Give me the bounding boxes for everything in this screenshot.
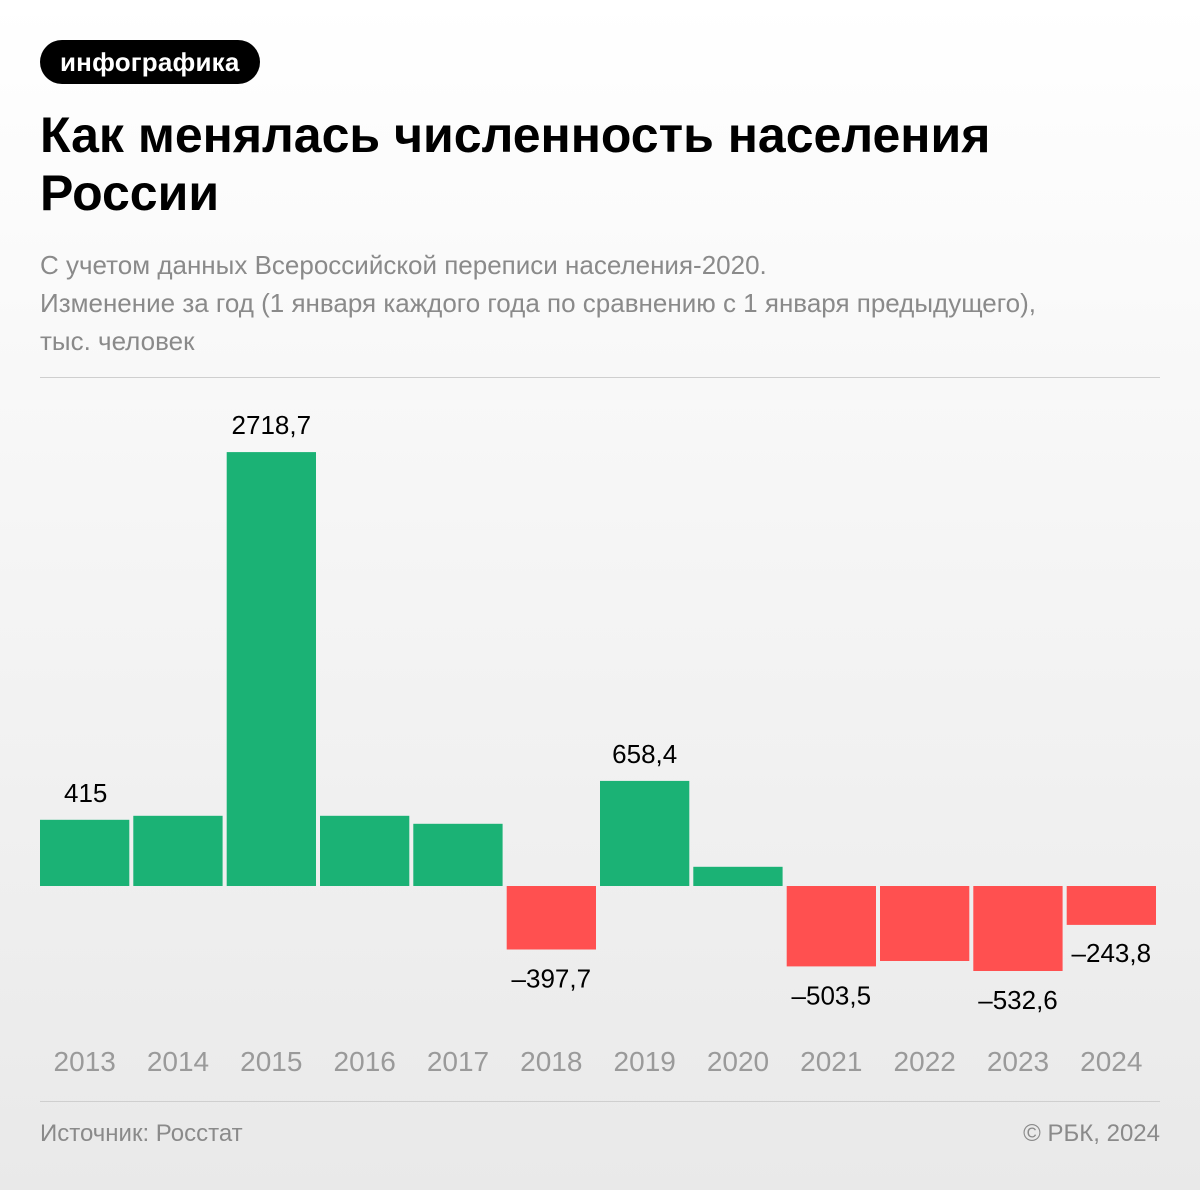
- infographic-badge: инфографика: [40, 40, 260, 84]
- x-tick-2021: 2021: [800, 1046, 862, 1077]
- data-label-2023: –532,6: [978, 985, 1058, 1015]
- bar-2017: [413, 823, 503, 886]
- subtitle-line-2: Изменение за год (1 января каждого года …: [40, 288, 1037, 318]
- data-label-2015: 2718,7: [232, 410, 312, 440]
- data-label-2021: –503,5: [792, 980, 872, 1010]
- top-divider: [40, 377, 1160, 378]
- source-note: Источник: Росстат: [40, 1120, 243, 1147]
- bar-chart: 415 2013 2014 2718,7 2015 2016 2017 –397,7 2018 6…: [40, 410, 1156, 1077]
- x-tick-2013: 2013: [54, 1046, 116, 1077]
- bar-2023: [973, 886, 1063, 971]
- bar-2013: [40, 819, 130, 886]
- data-label-2024: –243,8: [1072, 938, 1152, 968]
- x-tick-2019: 2019: [614, 1046, 676, 1077]
- bottom-divider: [40, 1101, 1160, 1102]
- x-tick-2015: 2015: [240, 1046, 302, 1077]
- x-tick-2023: 2023: [987, 1046, 1049, 1077]
- bar-2024: [1066, 886, 1156, 925]
- bar-2021: [786, 886, 876, 967]
- data-label-2019: 658,4: [612, 739, 677, 769]
- data-label-2013: 415: [64, 778, 107, 808]
- x-tick-2016: 2016: [334, 1046, 396, 1077]
- bar-2022: [880, 886, 970, 961]
- bar-2014: [133, 815, 223, 886]
- bar-2020: [693, 866, 783, 886]
- chart-title: Как менялась численность населения Росси…: [40, 107, 991, 221]
- x-tick-2024: 2024: [1080, 1046, 1142, 1077]
- x-tick-2014: 2014: [147, 1046, 209, 1077]
- bar-2016: [320, 815, 410, 886]
- bar-2019: [600, 780, 690, 886]
- subtitle-line-1: С учетом данных Всероссийской переписи н…: [40, 250, 767, 280]
- x-tick-2020: 2020: [707, 1046, 769, 1077]
- x-tick-2018: 2018: [520, 1046, 582, 1077]
- x-tick-2022: 2022: [894, 1046, 956, 1077]
- subtitle-line-3: тыс. человек: [40, 326, 195, 356]
- bar-2015: [226, 452, 316, 886]
- x-tick-2017: 2017: [427, 1046, 489, 1077]
- chart-subtitle: С учетом данных Всероссийской переписи н…: [40, 246, 1170, 360]
- bar-2018: [506, 886, 596, 950]
- copyright-note: © РБК, 2024: [1023, 1120, 1160, 1147]
- data-label-2018: –397,7: [512, 964, 592, 994]
